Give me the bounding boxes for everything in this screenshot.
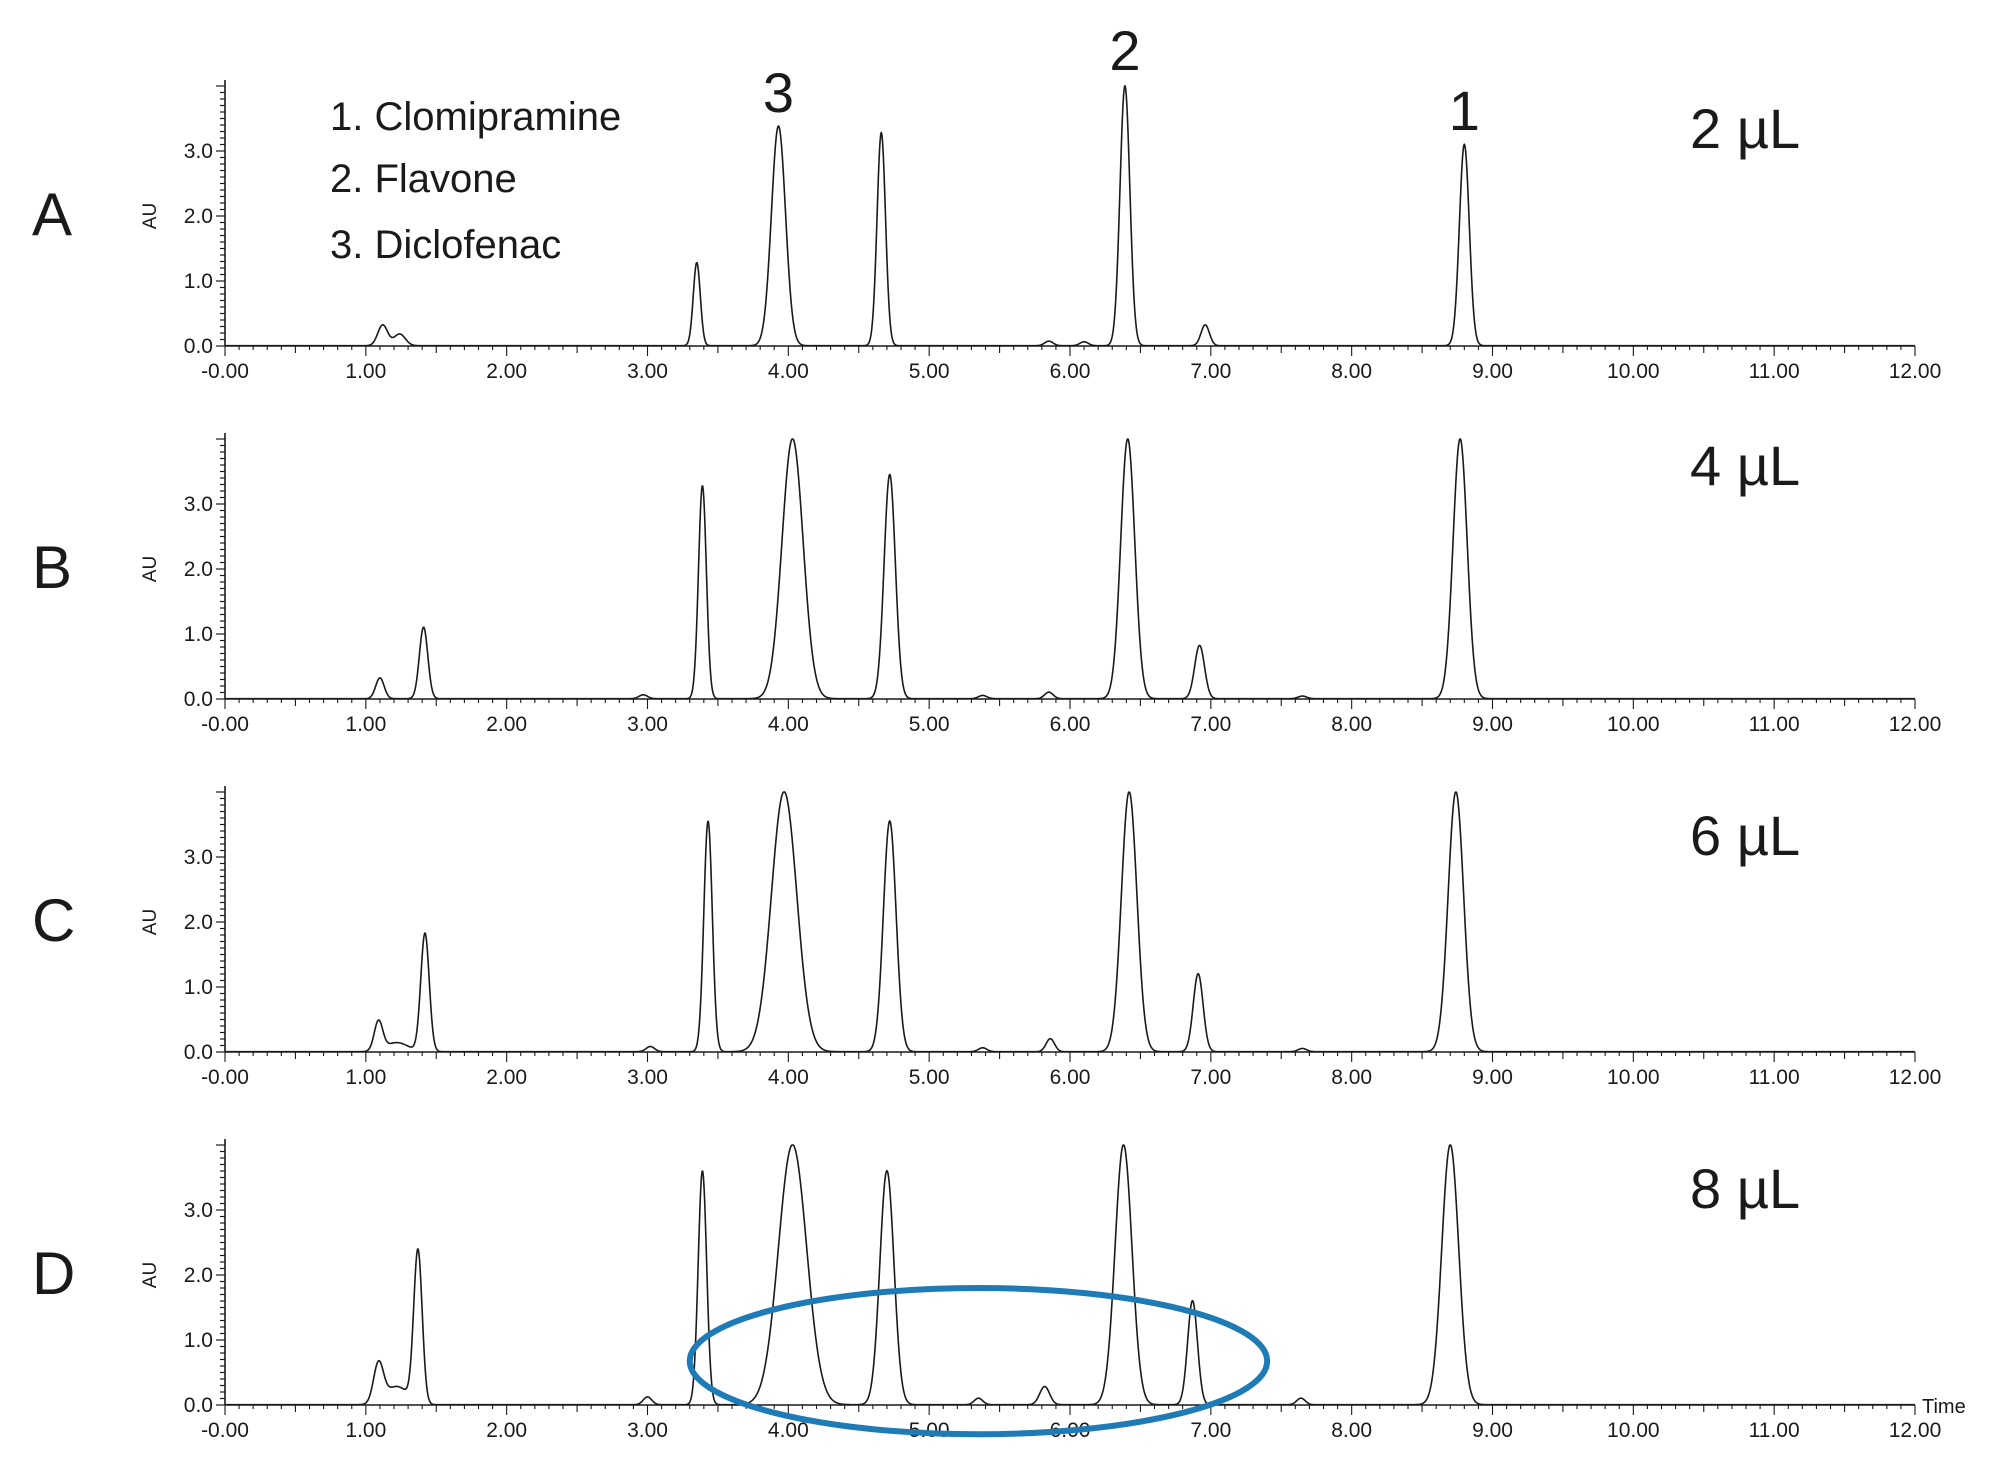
x-tick-label: 2.00 (486, 360, 527, 383)
x-tick-label: -0.00 (201, 1066, 249, 1089)
y-tick-label: 2.0 (184, 911, 213, 934)
x-tick-label: 6.00 (1050, 360, 1091, 383)
x-tick-label: 4.00 (768, 360, 809, 383)
panel-c: C 6 µL 0.0 1.0 2.0 3.0 AU -0.00 1.00 2.00 3.00 4.00… (32, 786, 1941, 1089)
volume-label: 2 µL (1690, 97, 1800, 160)
x-tick-label: 9.00 (1472, 360, 1513, 383)
x-tick-label: 11.00 (1749, 1066, 1800, 1089)
y-tick-label: 1.0 (184, 976, 213, 999)
panel-letter: D (32, 1240, 75, 1307)
y-axis-label: AU (140, 909, 161, 935)
panel-a: A 2 µL 0.0 1.0 2.0 3.0 AU -0.00 1.00 2.00 3.00 4.00… (32, 80, 1941, 383)
x-tick-label: 2.00 (486, 713, 527, 736)
x-tick-label: 11.00 (1749, 713, 1800, 736)
panel-letter: B (32, 534, 72, 601)
chromatogram-trace (224, 1144, 1916, 1406)
y-tick-label: 0.0 (184, 335, 213, 358)
x-tick-label: 11.00 (1749, 1419, 1800, 1442)
x-tick-label: 8.00 (1331, 713, 1372, 736)
x-tick-label: 2.00 (486, 1066, 527, 1089)
annotation-overlay: 1. Clomipramine 2. Flavone 3. Diclofenac… (330, 19, 1966, 1418)
volume-label: 8 µL (1690, 1157, 1800, 1220)
legend-entry-2: 2. Flavone (330, 157, 517, 201)
y-axis-label: AU (140, 556, 161, 582)
x-tick-label: -0.00 (201, 1419, 249, 1442)
panel-b: B 4 µL 0.0 1.0 2.0 3.0 AU -0.00 1.00 2.00 3.00 4.00… (32, 433, 1941, 736)
peak-label-flavone: 2 (1109, 19, 1140, 82)
x-tick-label: 1.00 (345, 713, 386, 736)
x-tick-label: 11.00 (1749, 360, 1800, 383)
y-axis-label: AU (140, 203, 161, 229)
chromatogram-trace (224, 438, 1916, 700)
volume-label: 6 µL (1690, 804, 1800, 867)
x-tick-label: 7.00 (1190, 360, 1231, 383)
x-tick-label: 12.00 (1889, 1419, 1942, 1442)
x-tick-label: 3.00 (627, 1419, 668, 1442)
y-tick-label: 0.0 (184, 1041, 213, 1064)
panel-letter: C (32, 887, 75, 954)
chart-panels: A 2 µL 0.0 1.0 2.0 3.0 AU -0.00 1.00 2.00 3.00 4.00… (32, 80, 1941, 1442)
y-tick-label: 3.0 (184, 140, 213, 163)
x-tick-label: 9.00 (1472, 1066, 1513, 1089)
y-tick-label: 3.0 (184, 493, 213, 516)
x-tick-label: 10.00 (1607, 360, 1660, 383)
x-tick-label: -0.00 (201, 360, 249, 383)
x-tick-label: -0.00 (201, 713, 249, 736)
x-tick-label: 7.00 (1190, 1066, 1231, 1089)
x-tick-label: 8.00 (1331, 360, 1372, 383)
x-tick-label: 4.00 (768, 1419, 809, 1442)
y-tick-label: 1.0 (184, 270, 213, 293)
panel-letter: A (32, 181, 72, 248)
y-tick-label: 2.0 (184, 1264, 213, 1287)
y-tick-label: 1.0 (184, 623, 213, 646)
x-tick-label: 4.00 (768, 713, 809, 736)
x-tick-label: 7.00 (1190, 1419, 1231, 1442)
y-tick-label: 0.0 (184, 1394, 213, 1417)
y-tick-label: 0.0 (184, 688, 213, 711)
x-tick-label: 5.00 (909, 1066, 950, 1089)
y-tick-label: 2.0 (184, 558, 213, 581)
x-tick-label: 8.00 (1331, 1066, 1372, 1089)
y-tick-label: 3.0 (184, 1199, 213, 1222)
peak-label-diclofenac: 3 (763, 61, 794, 124)
chromatogram-trace (224, 85, 1916, 347)
peak-label-clomipramine: 1 (1449, 79, 1480, 142)
x-tick-label: 10.00 (1607, 1419, 1660, 1442)
x-tick-label: 10.00 (1607, 713, 1660, 736)
highlight-ellipse (686, 1285, 1271, 1438)
x-tick-label: 9.00 (1472, 713, 1513, 736)
x-tick-label: 3.00 (627, 713, 668, 736)
x-tick-label: 12.00 (1889, 360, 1942, 383)
x-tick-label: 10.00 (1607, 1066, 1660, 1089)
y-tick-label: 3.0 (184, 846, 213, 869)
x-tick-label: 12.00 (1889, 713, 1942, 736)
panel-d: D 8 µL 0.0 1.0 2.0 3.0 AU -0.00 1.00 2.00 3.00 4.00… (32, 1139, 1941, 1442)
y-tick-label: 2.0 (184, 205, 213, 228)
volume-label: 4 µL (1690, 434, 1800, 497)
legend-entry-1: 1. Clomipramine (330, 95, 621, 139)
x-tick-label: 8.00 (1331, 1419, 1372, 1442)
legend-entry-3: 3. Diclofenac (330, 223, 561, 267)
x-tick-label: 5.00 (909, 360, 950, 383)
x-tick-label: 6.00 (1050, 1066, 1091, 1089)
y-tick-label: 1.0 (184, 1329, 213, 1352)
x-tick-label: 3.00 (627, 1066, 668, 1089)
x-axis-title: Time (1922, 1396, 1966, 1418)
x-tick-label: 9.00 (1472, 1419, 1513, 1442)
x-tick-label: 1.00 (345, 1066, 386, 1089)
x-tick-label: 3.00 (627, 360, 668, 383)
x-tick-label: 5.00 (909, 713, 950, 736)
x-tick-label: 4.00 (768, 1066, 809, 1089)
y-axis-label: AU (140, 1262, 161, 1288)
x-tick-label: 2.00 (486, 1419, 527, 1442)
chromatogram-trace (224, 791, 1916, 1053)
x-tick-label: 1.00 (345, 360, 386, 383)
x-tick-label: 12.00 (1889, 1066, 1942, 1089)
x-tick-label: 1.00 (345, 1419, 386, 1442)
x-tick-label: 7.00 (1190, 713, 1231, 736)
x-tick-label: 6.00 (1050, 713, 1091, 736)
